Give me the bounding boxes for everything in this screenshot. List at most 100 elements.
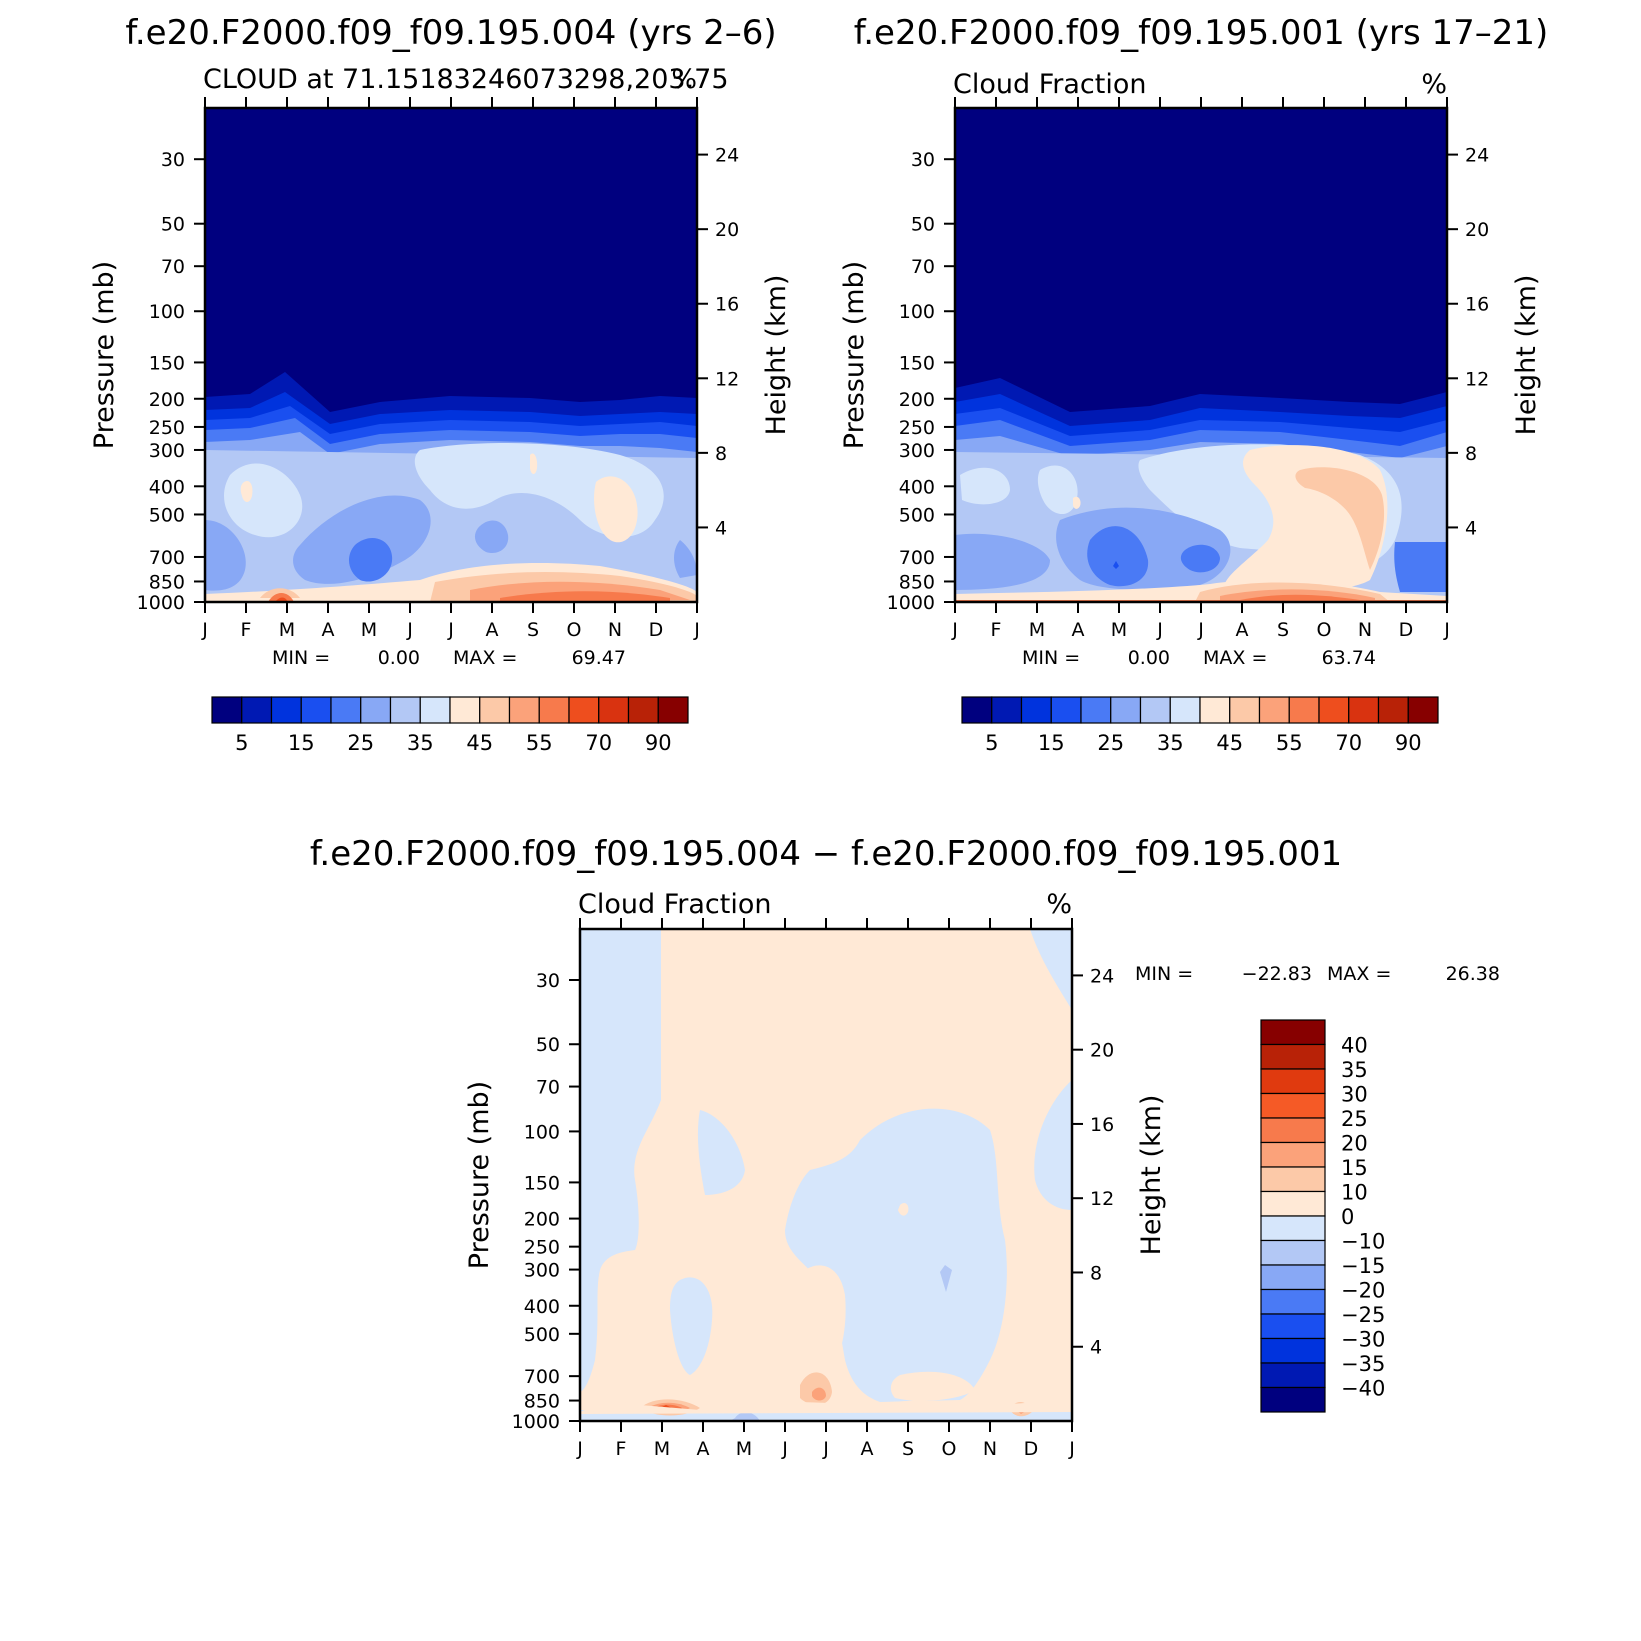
- y-tick-label: 700: [524, 1366, 560, 1388]
- x-tick-label: J: [693, 619, 700, 641]
- colorbar-cell: [1260, 1337, 1326, 1364]
- colorbar-label: 25: [1097, 731, 1124, 755]
- panel-2-colorbar: 5 15 25 35 45 55 70 90: [961, 696, 1439, 755]
- y-right-tick-label: 24: [1465, 145, 1489, 167]
- panel-3-ylabel-right: Height (km): [1136, 1095, 1167, 1256]
- panel-2-ylabel: Pressure (mb): [839, 261, 870, 449]
- y-right-tick-label: 24: [1090, 965, 1114, 987]
- colorbar-label: 35: [407, 731, 434, 755]
- x-tick-label: D: [649, 619, 664, 641]
- colorbar-cell: [270, 696, 302, 724]
- y-tick-label: 500: [524, 1324, 560, 1346]
- panel-1-field: [205, 108, 697, 602]
- field-band: [348, 538, 393, 582]
- field-band: [1295, 467, 1385, 570]
- y-tick-label: 100: [524, 1121, 560, 1143]
- panel-3-field: [580, 929, 1072, 1421]
- colorbar-label: 45: [1216, 731, 1243, 755]
- x-tick-label: M: [736, 1438, 752, 1460]
- colorbar-cell: [1260, 1288, 1326, 1315]
- colorbar-label: 90: [1395, 731, 1422, 755]
- x-tick-label: J: [1068, 1438, 1075, 1460]
- field-band: [940, 1265, 952, 1292]
- colorbar-cell: [389, 696, 421, 724]
- x-tick-label: J: [781, 1438, 788, 1460]
- colorbar-cell: [1260, 1362, 1326, 1389]
- colorbar-cell: [991, 696, 1023, 724]
- x-tick-label: A: [697, 1438, 710, 1460]
- x-tick-label: O: [1317, 619, 1332, 641]
- field-band: [580, 1400, 1072, 1414]
- field-band: [1087, 526, 1149, 587]
- panel-1-subtitle: CLOUD at 71.15183246073298,203.75: [203, 64, 729, 95]
- y-tick-label: 30: [911, 149, 935, 171]
- y-tick-label: 70: [911, 256, 935, 278]
- x-tick-label: N: [1358, 619, 1372, 641]
- y-tick-label: 850: [899, 571, 935, 593]
- x-tick-label: J: [822, 1438, 829, 1460]
- colorbar-cell: [538, 696, 570, 724]
- y-right-tick-label: 20: [1465, 219, 1489, 241]
- colorbar-cell: [1260, 1190, 1326, 1217]
- y-tick-label: 500: [899, 504, 935, 526]
- field-band: [224, 463, 303, 538]
- field-band: [1073, 496, 1081, 509]
- colorbar-cell: [1260, 1264, 1326, 1291]
- y-tick-label: 400: [899, 476, 935, 498]
- y-tick-label: 300: [899, 440, 935, 462]
- field-band: [670, 1277, 713, 1375]
- colorbar-cell: [1260, 1019, 1326, 1046]
- y-tick-label: 1000: [137, 592, 185, 614]
- field-band: [955, 533, 1050, 590]
- x-tick-label: M: [1111, 619, 1127, 641]
- x-tick-label: F: [241, 619, 252, 641]
- colorbar-cell: [568, 696, 600, 724]
- y-right-tick-label: 20: [1090, 1040, 1114, 1062]
- field-band: [474, 520, 509, 554]
- panel-1-colorbar: 5 15 25 35 45 55 70 90: [211, 696, 689, 755]
- colorbar-label: 10: [1341, 1181, 1368, 1205]
- colorbar-cell: [1260, 1386, 1326, 1413]
- colorbar-label: 15: [288, 731, 315, 755]
- field-band: [268, 593, 294, 602]
- panel-3-max-value: 26.38: [1446, 963, 1500, 985]
- colorbar-label: 35: [1157, 731, 1184, 755]
- x-tick-label: M: [1029, 619, 1045, 641]
- colorbar-label: 70: [585, 731, 612, 755]
- colorbar-cell: [1288, 696, 1320, 724]
- colorbar-cell: [211, 696, 243, 724]
- y-tick-label: 50: [161, 214, 185, 236]
- panel-1-max-label: MAX =: [453, 647, 517, 669]
- panel-1-units: %: [671, 64, 697, 95]
- x-tick-label: J: [406, 619, 413, 641]
- field-band: [960, 467, 1010, 505]
- colorbar-cell: [598, 696, 630, 724]
- x-tick-label: F: [616, 1438, 627, 1460]
- colorbar-cell: [479, 696, 511, 724]
- panel-3-title: f.e20.F2000.f09_f09.195.004 − f.e20.F200…: [310, 834, 1342, 874]
- colorbar-cell: [1258, 696, 1290, 724]
- panel-3-ylabel: Pressure (mb): [464, 1081, 495, 1269]
- panel-3-min-label: MIN =: [1135, 963, 1193, 985]
- panel-1-max-value: 69.47: [572, 647, 626, 669]
- y-tick-label: 70: [536, 1077, 560, 1099]
- x-tick-label: A: [1072, 619, 1085, 641]
- x-tick-label: J: [201, 619, 208, 641]
- colorbar-cell: [1229, 696, 1261, 724]
- colorbar-cell: [1260, 1043, 1326, 1070]
- colorbar-label: −25: [1341, 1303, 1385, 1327]
- x-tick-label: S: [1277, 619, 1289, 641]
- colorbar-cell: [449, 696, 481, 724]
- colorbar-label: 0: [1341, 1205, 1354, 1229]
- panel-3: f.e20.F2000.f09_f09.195.004 − f.e20.F200…: [310, 834, 1500, 1460]
- field-band: [812, 1387, 826, 1401]
- colorbar-label: 5: [985, 731, 998, 755]
- colorbar-cell: [1260, 1313, 1326, 1340]
- field-band: [1030, 929, 1072, 1010]
- field-band: [946, 1160, 982, 1212]
- colorbar-label: −40: [1341, 1377, 1385, 1401]
- field-band: [890, 1371, 975, 1401]
- panel-2-max-label: MAX =: [1203, 647, 1267, 669]
- y-tick-label: 100: [899, 301, 935, 323]
